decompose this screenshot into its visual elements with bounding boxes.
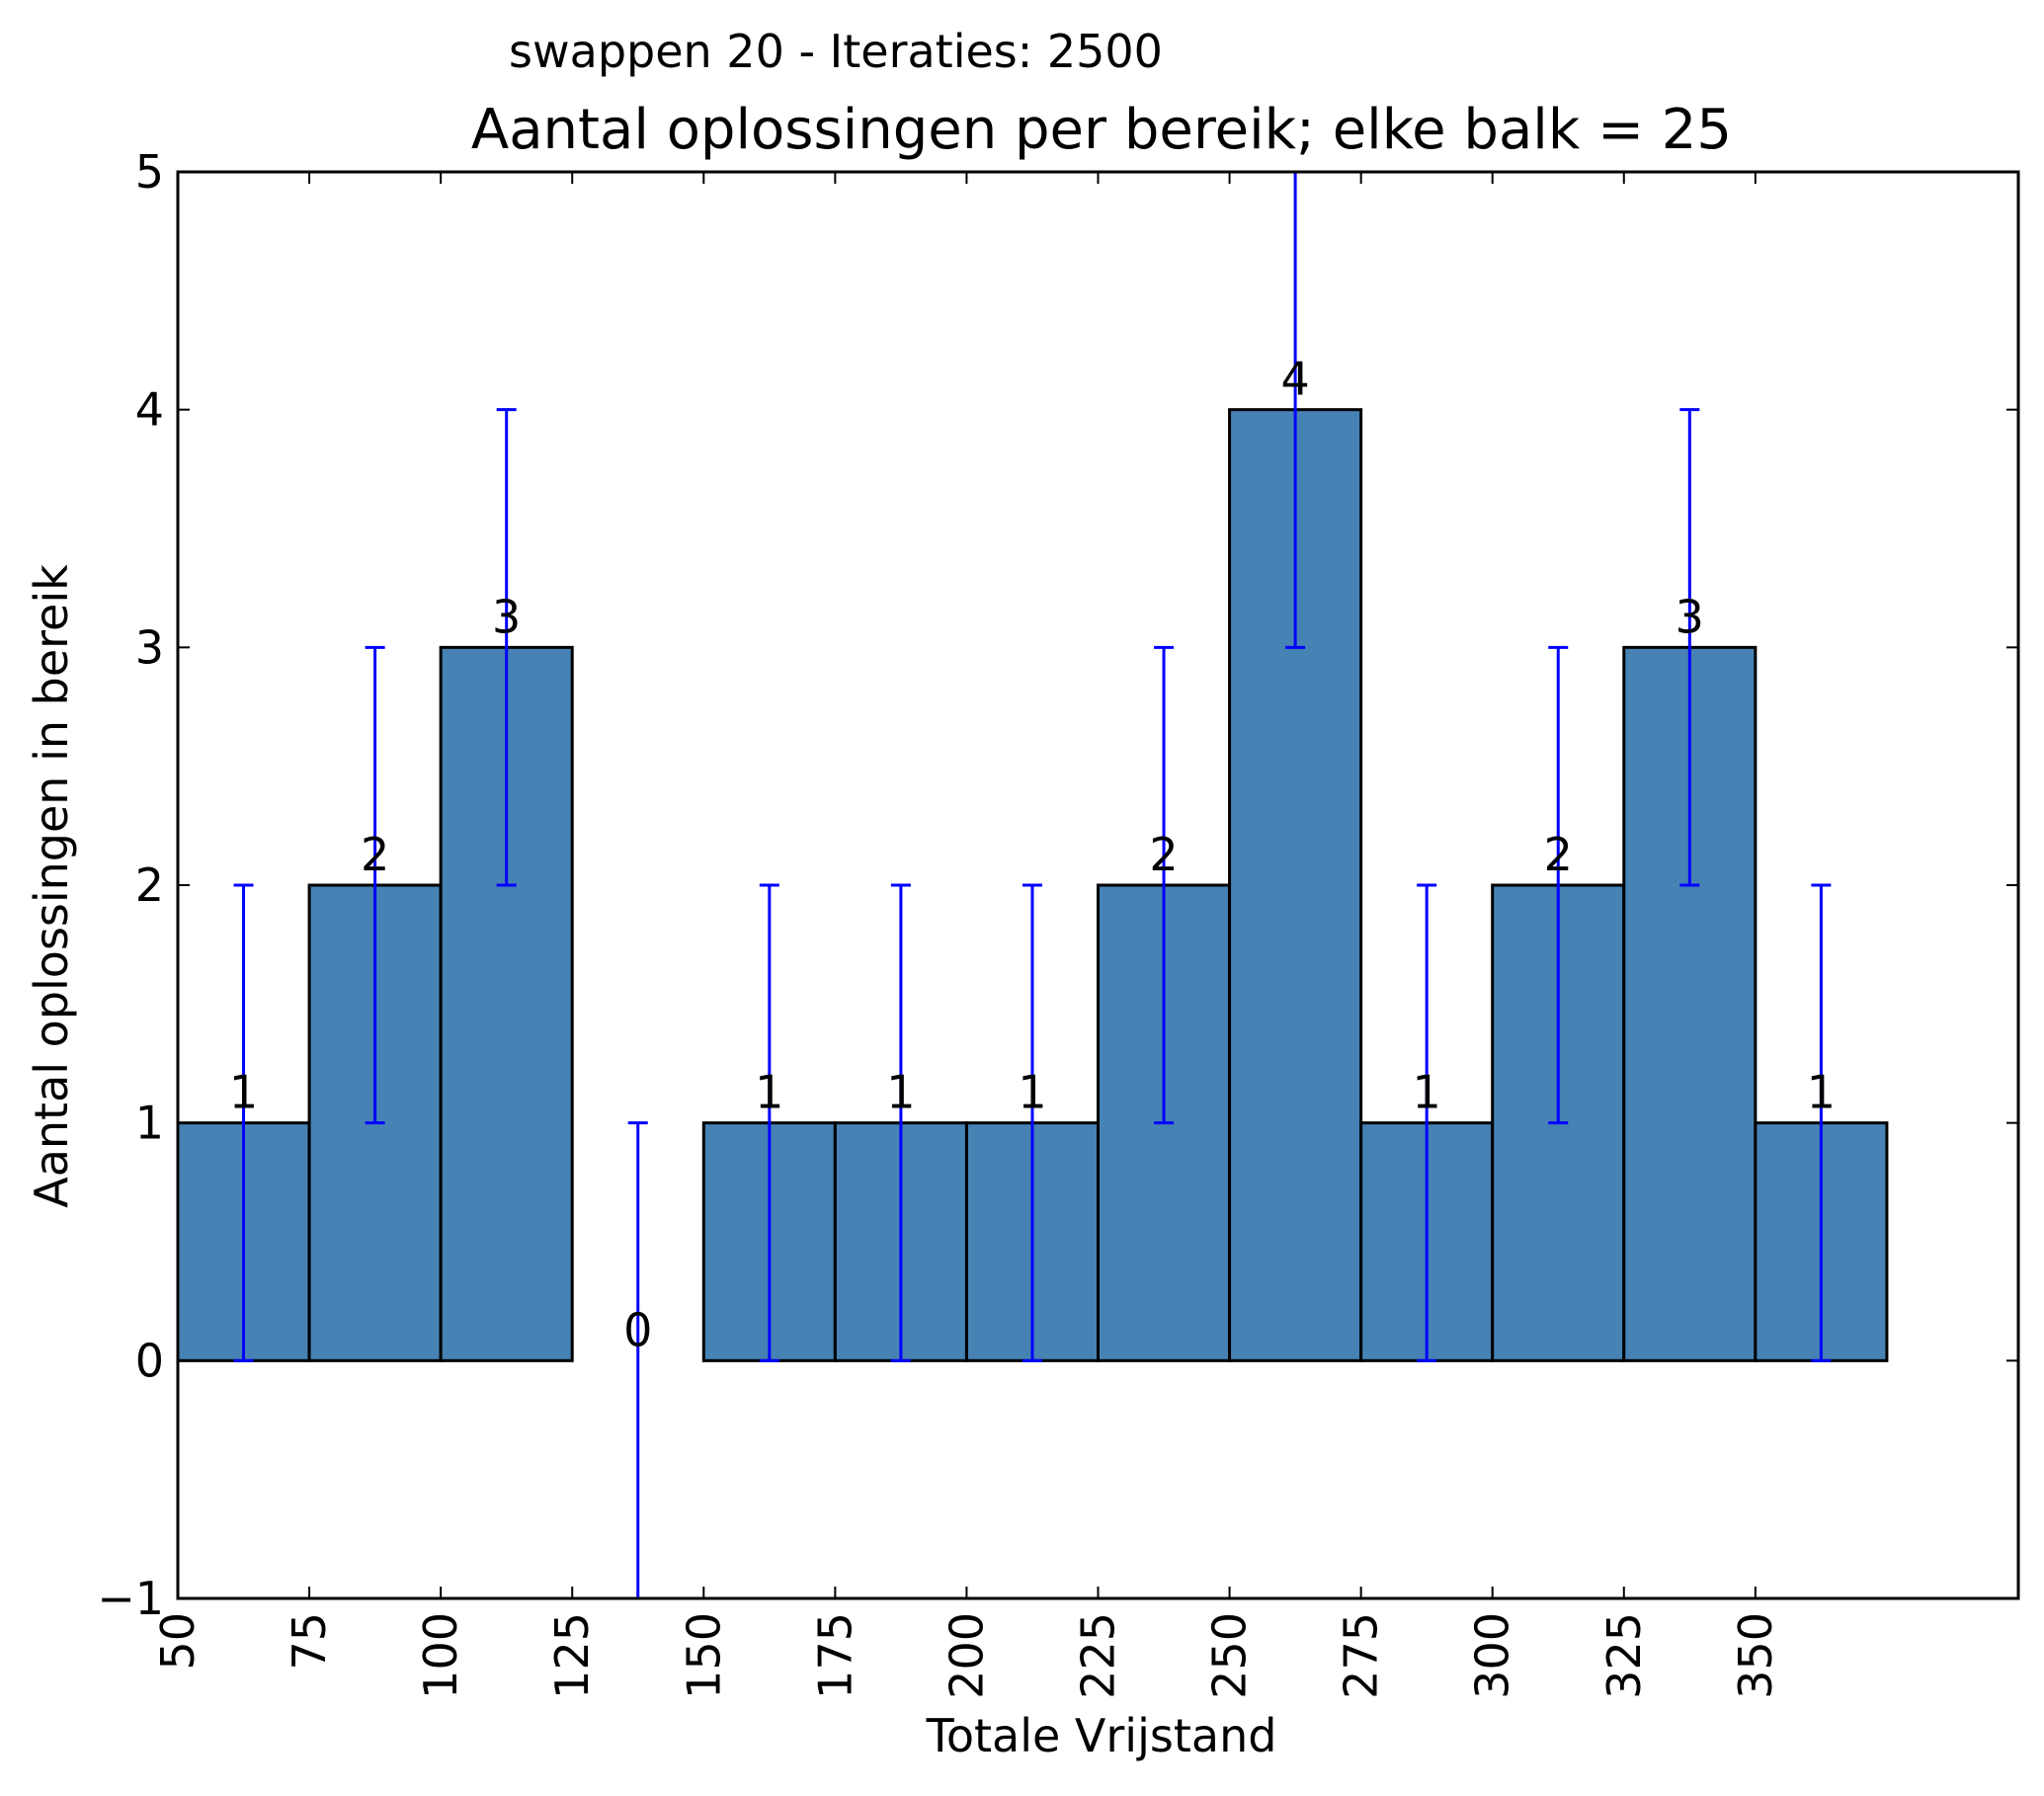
bar-value-label: 2 — [361, 828, 389, 881]
x-tick-label: 150 — [677, 1612, 730, 1699]
x-tick-label: 350 — [1729, 1612, 1782, 1699]
y-tick-label: 5 — [135, 145, 164, 199]
x-tick-label: 175 — [808, 1612, 861, 1699]
x-axis-label: Totale Vrijstand — [926, 1709, 1277, 1762]
y-tick-label: −1 — [97, 1572, 164, 1625]
y-tick-label: 3 — [135, 620, 164, 674]
bar-value-label: 1 — [886, 1066, 915, 1119]
bar-value-label: 1 — [755, 1066, 783, 1119]
bar-value-label: 1 — [1018, 1066, 1046, 1119]
x-tick-label: 100 — [414, 1612, 467, 1699]
bar-value-label: 1 — [229, 1066, 258, 1119]
chart-title: Aantal oplossingen per bereik; elke balk… — [471, 98, 1732, 162]
bar-value-label: 4 — [1280, 353, 1309, 406]
x-tick-label: 325 — [1597, 1612, 1651, 1699]
bar-value-label: 3 — [492, 590, 521, 643]
y-tick-label: 1 — [135, 1097, 164, 1150]
x-tick-label: 275 — [1335, 1612, 1388, 1699]
x-tick-label: 225 — [1072, 1612, 1125, 1699]
y-tick-label: 4 — [135, 383, 164, 437]
bar-value-label: 2 — [1544, 828, 1573, 881]
bar-value-label: 3 — [1676, 590, 1704, 643]
bar-value-label: 2 — [1149, 828, 1178, 881]
y-tick-label: 0 — [135, 1334, 164, 1387]
x-tick-label: 200 — [940, 1612, 993, 1699]
x-tick-label: 125 — [545, 1612, 599, 1699]
y-axis-label: Aantal oplossingen in bereik — [25, 564, 78, 1208]
x-tick-label: 50 — [151, 1612, 204, 1671]
y-tick-label: 2 — [135, 858, 164, 912]
bar-value-label: 1 — [1413, 1066, 1441, 1119]
bar-value-label: 1 — [1807, 1066, 1836, 1119]
x-tick-label: 300 — [1466, 1612, 1519, 1699]
chart-suptitle: swappen 20 - Iteraties: 2500 — [509, 25, 1163, 78]
bar-value-label: 0 — [623, 1303, 652, 1356]
x-tick-label: 75 — [283, 1612, 336, 1671]
x-tick-label: 250 — [1203, 1612, 1257, 1699]
